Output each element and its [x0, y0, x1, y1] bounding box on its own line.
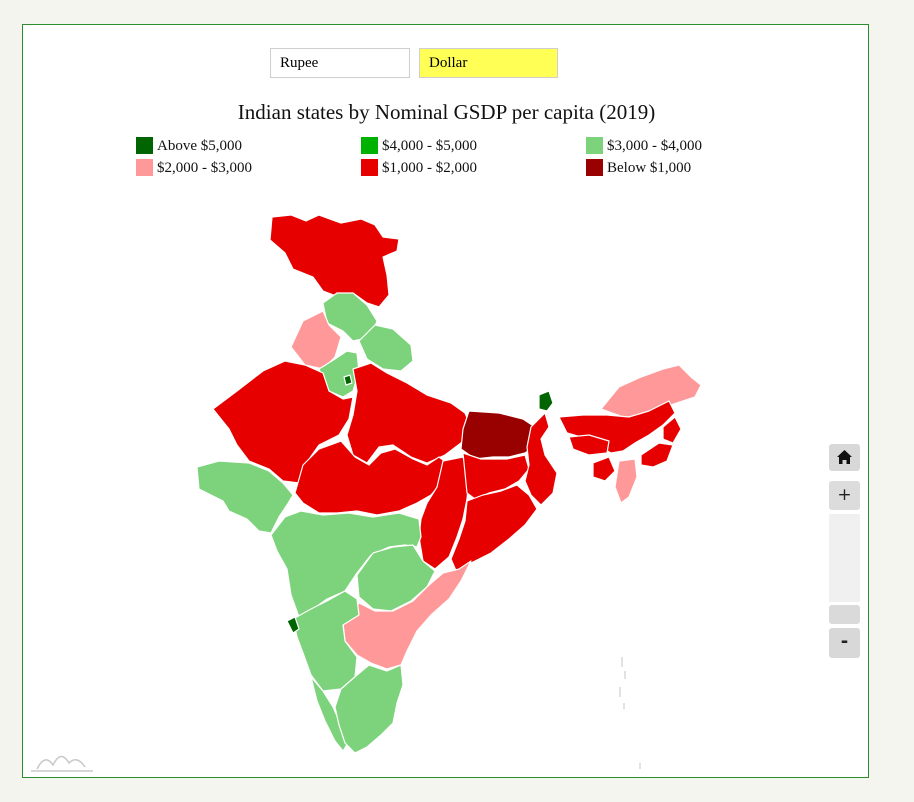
amcharts-logo-icon — [31, 755, 93, 772]
state-meghalaya[interactable] — [568, 434, 610, 456]
home-icon — [837, 450, 852, 464]
legend-label: Below $1,000 — [607, 160, 692, 176]
india-map — [31, 214, 702, 772]
legend-item-3000-4000[interactable]: $3,000 - $4,000 — [586, 137, 702, 155]
legend-label: $1,000 - $2,000 — [382, 160, 477, 176]
state-telangana[interactable] — [356, 544, 436, 612]
map-container: Rupee Dollar Indian states by Nominal GS… — [22, 24, 869, 778]
home-button[interactable] — [829, 444, 860, 471]
page-margin — [0, 0, 22, 802]
state-arunachal-pradesh[interactable] — [600, 364, 702, 418]
legend-label: $4,000 - $5,000 — [382, 138, 477, 154]
state-uttar-pradesh[interactable] — [346, 362, 472, 464]
legend-item-above-5000[interactable]: Above $5,000 — [136, 137, 242, 155]
state-jammu-kashmir[interactable] — [269, 214, 400, 308]
zoom-slider-thumb[interactable] — [829, 605, 860, 624]
state-punjab[interactable] — [290, 310, 342, 370]
legend-label: $2,000 - $3,000 — [157, 160, 252, 176]
state-odisha[interactable] — [450, 484, 538, 574]
map-title: Indian states by Nominal GSDP per capita… — [237, 100, 656, 124]
legend-swatch — [361, 159, 378, 176]
state-gujarat[interactable] — [196, 460, 294, 534]
dollar-button[interactable]: Dollar — [419, 48, 558, 78]
state-mizoram[interactable] — [614, 458, 638, 504]
island-markers — [619, 657, 641, 769]
rupee-button[interactable]: Rupee — [270, 48, 410, 78]
state-goa[interactable] — [286, 616, 300, 634]
legend-swatch — [136, 137, 153, 154]
state-west-bengal[interactable] — [524, 412, 558, 506]
state-bihar[interactable] — [460, 410, 538, 460]
state-nagaland[interactable] — [662, 416, 682, 444]
legend-item-4000-5000[interactable]: $4,000 - $5,000 — [361, 137, 477, 155]
zoom-in-button[interactable]: + — [829, 481, 860, 510]
legend-item-1000-2000[interactable]: $1,000 - $2,000 — [361, 159, 477, 177]
state-andhra-pradesh[interactable] — [342, 560, 472, 670]
legend-item-2000-3000[interactable]: $2,000 - $3,000 — [136, 159, 252, 177]
state-tripura[interactable] — [592, 456, 616, 482]
legend-label: Above $5,000 — [157, 138, 242, 154]
state-manipur[interactable] — [640, 442, 674, 468]
legend-item-below-1000[interactable]: Below $1,000 — [586, 159, 691, 177]
legend-swatch — [586, 159, 603, 176]
state-delhi[interactable] — [343, 374, 353, 386]
legend-label: $3,000 - $4,000 — [607, 138, 702, 154]
legend-swatch — [136, 159, 153, 176]
state-sikkim[interactable] — [538, 390, 554, 412]
zoom-out-button[interactable]: - — [829, 628, 860, 658]
legend-swatch — [586, 137, 603, 154]
zoom-slider-track[interactable] — [829, 514, 860, 602]
state-karnataka[interactable] — [292, 590, 360, 692]
state-kerala[interactable] — [310, 676, 350, 752]
state-tamil-nadu[interactable] — [334, 664, 404, 754]
state-jharkhand[interactable] — [462, 452, 530, 500]
state-uttarakhand[interactable] — [358, 324, 414, 372]
state-rajasthan[interactable] — [212, 360, 354, 484]
legend-swatch — [361, 137, 378, 154]
